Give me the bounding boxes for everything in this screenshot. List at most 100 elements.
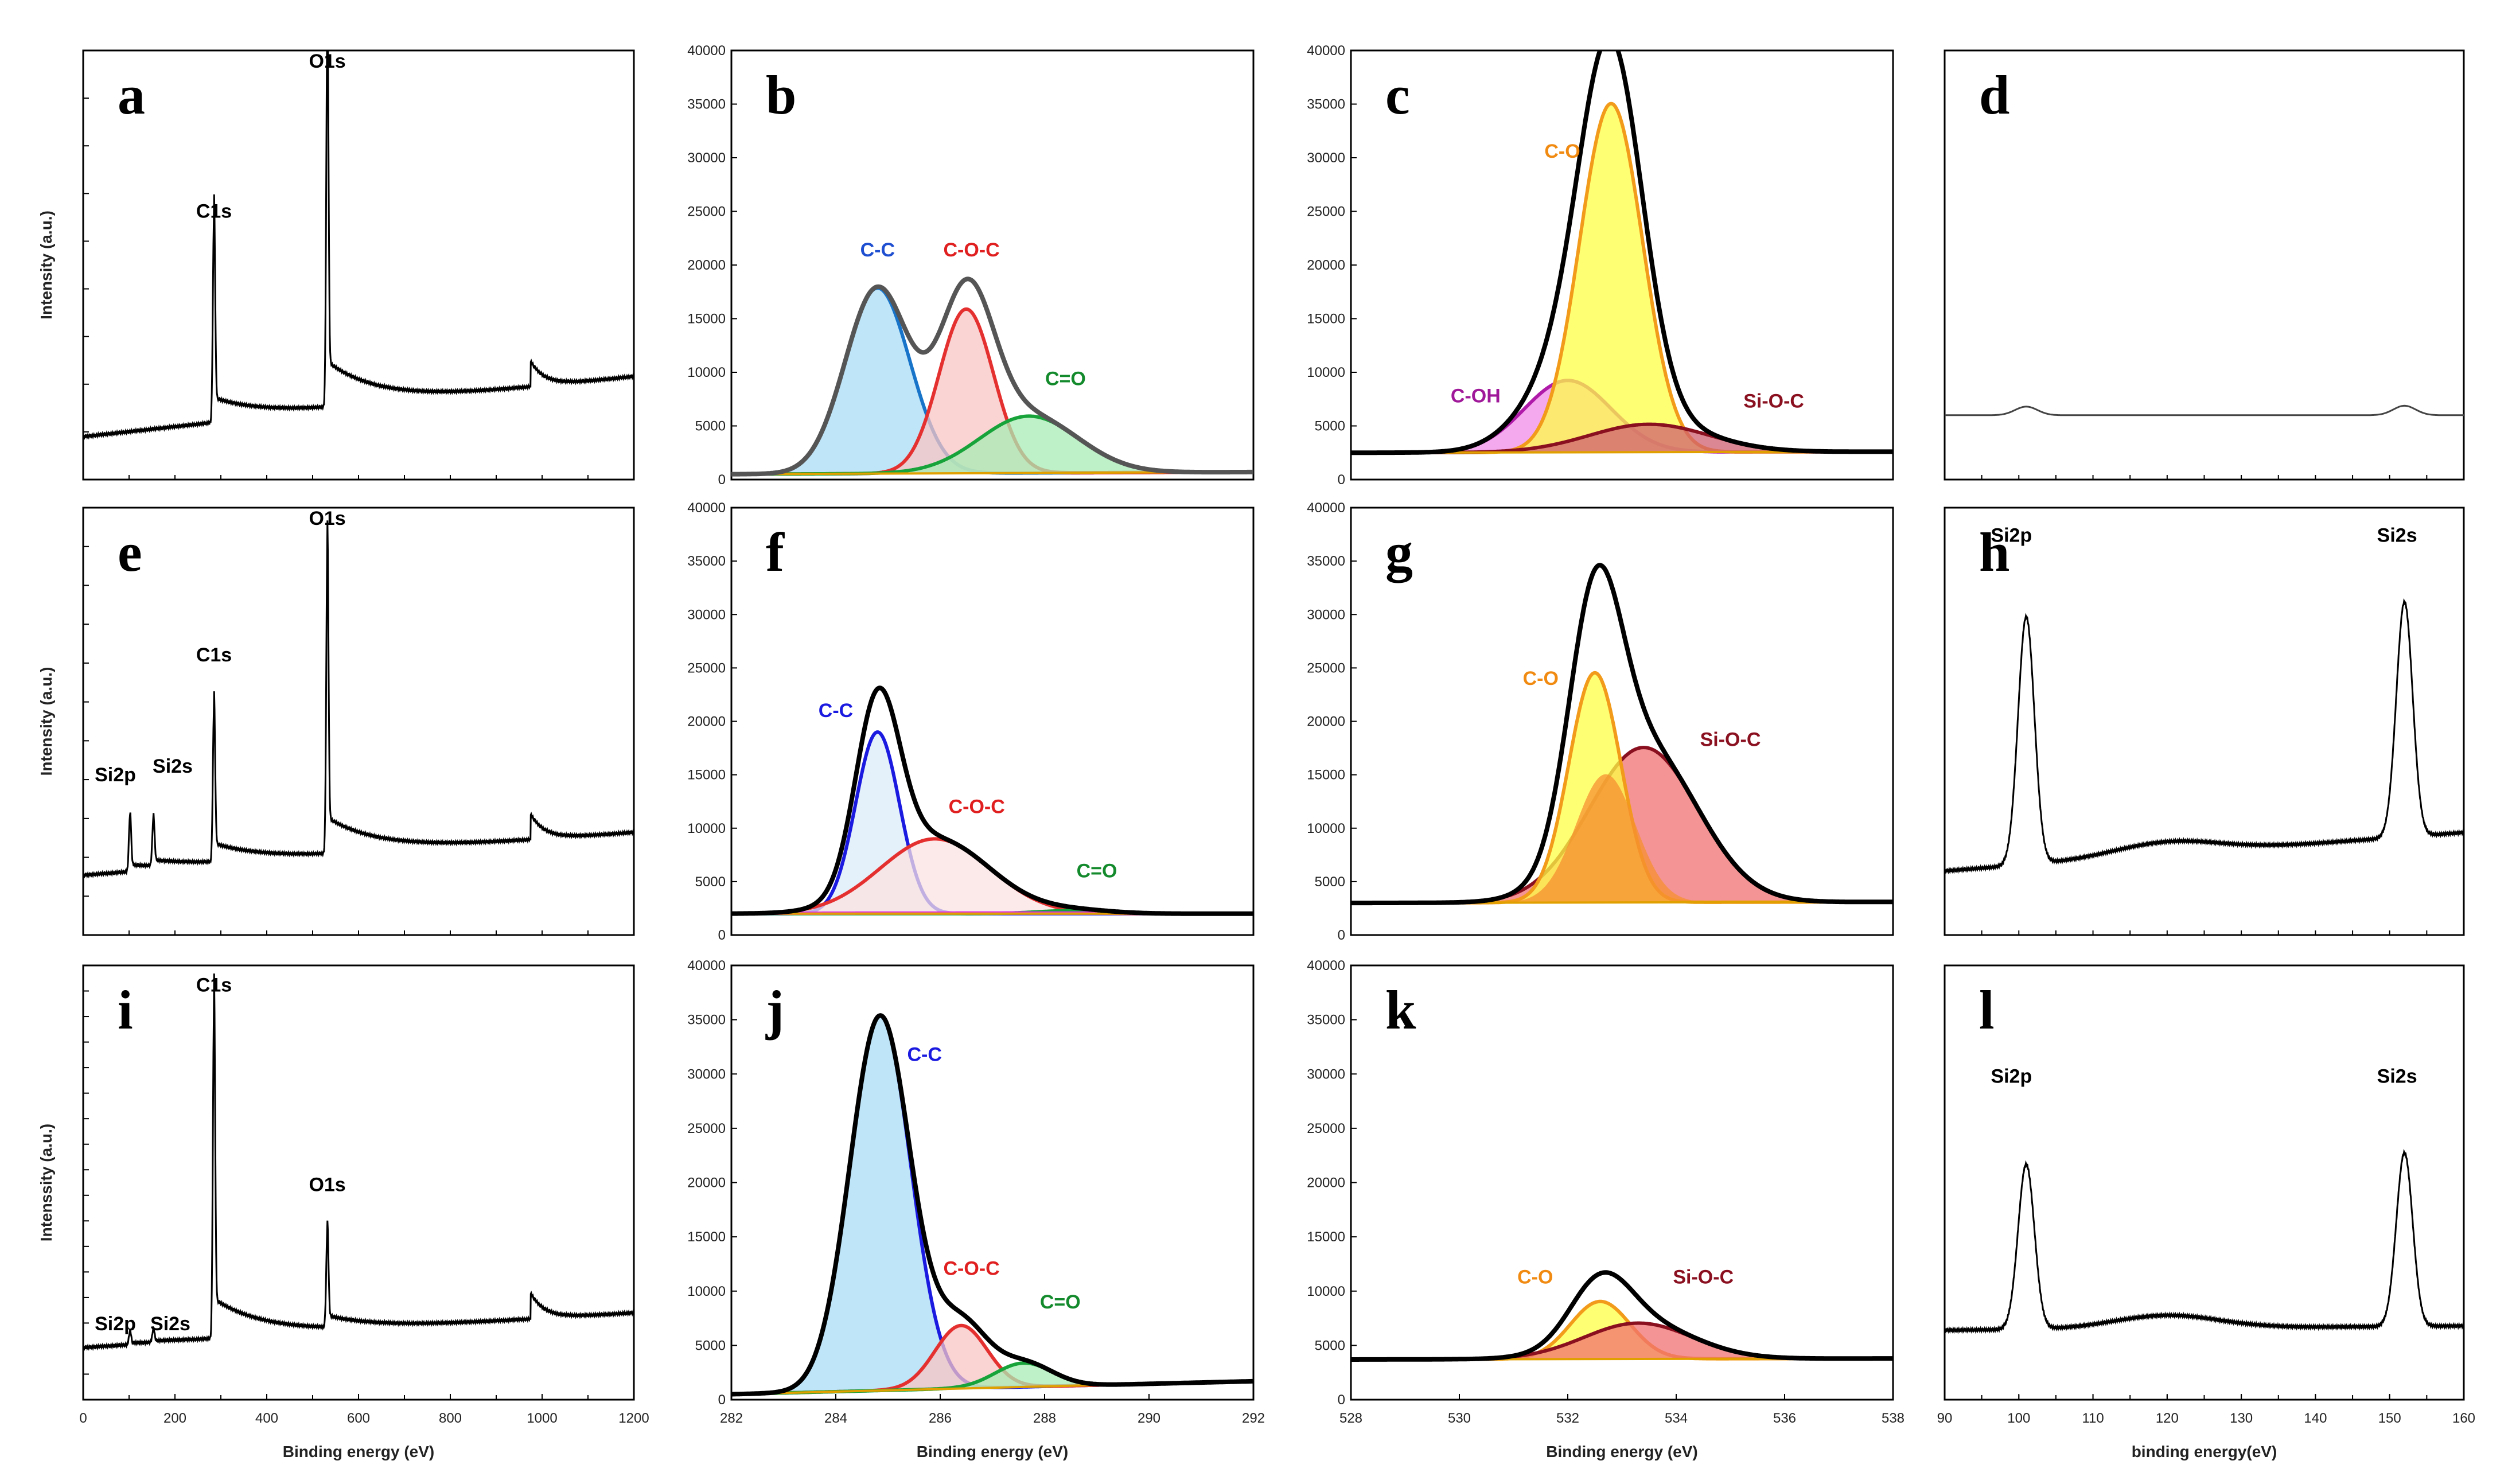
component-fill-Si-O-C [1351, 424, 1893, 453]
y-tick-label: 5000 [1315, 419, 1345, 434]
component-fill-C=O [731, 1363, 1253, 1395]
x-axis-label: binding energy(eV) [2132, 1443, 2277, 1460]
y-tick-label: 10000 [1307, 821, 1345, 836]
y-tick-label: 25000 [687, 1121, 726, 1136]
y-axis-label: Intensity (a.u.) [37, 667, 55, 776]
panel-letter: j [765, 979, 784, 1041]
plot-area [1945, 404, 2464, 416]
x-tick-label: 110 [2082, 1411, 2104, 1426]
y-tick-label: 30000 [687, 1066, 726, 1082]
component-line-C-C [731, 1014, 1253, 1396]
x-tick-label: 286 [929, 1411, 952, 1426]
x-tick-label: 0 [79, 1411, 87, 1426]
component-fill-C-O [1351, 672, 1893, 903]
y-tick-label: 15000 [1307, 311, 1345, 327]
panel-letter: c [1385, 64, 1410, 126]
y-tick-label: 20000 [1307, 258, 1345, 273]
peak-label: C-OH [1451, 385, 1501, 407]
component-fill-C-O-C [731, 309, 1253, 474]
component-fill-C-O [1351, 103, 1893, 453]
peak-label: C-O-C [943, 1257, 999, 1279]
y-tick-label: 20000 [1307, 714, 1345, 730]
x-tick-label: 288 [1033, 1411, 1056, 1426]
x-tick-label: 536 [1773, 1411, 1796, 1426]
x-tick-label: 528 [1339, 1411, 1362, 1426]
panel-h: Si2p Si2s h [1944, 507, 2465, 936]
peak-label: C-C [860, 239, 895, 261]
panel-letter: i [118, 979, 133, 1041]
plot-area [731, 276, 1253, 477]
y-tick-label: 15000 [1307, 768, 1345, 783]
peak-label: Si2p [95, 764, 136, 786]
y-tick-label: 5000 [1315, 1338, 1345, 1353]
plot-area [83, 520, 634, 879]
y-tick-label: 35000 [687, 1012, 726, 1028]
panel-letter: g [1385, 521, 1413, 583]
y-tick-label: 20000 [687, 258, 726, 273]
plot-frame [1944, 507, 2465, 936]
x-axis-label: Binding energy (eV) [917, 1443, 1068, 1460]
y-tick-label: 10000 [687, 365, 726, 380]
peak-label: C1s [196, 201, 232, 223]
y-tick-label: 25000 [1307, 1121, 1345, 1136]
x-tick-label: 290 [1138, 1411, 1160, 1426]
component-fill-C-O-C [731, 839, 1253, 914]
y-tick-label: 30000 [1307, 150, 1345, 166]
x-tick-label: 534 [1665, 1411, 1688, 1426]
peak-label: Si-O-C [1743, 391, 1804, 412]
peak-label: C-C [907, 1044, 941, 1066]
panel-letter: a [118, 64, 145, 126]
y-tick-label: 40000 [687, 500, 726, 516]
y-tick-label: 0 [1338, 928, 1345, 943]
x-tick-label: 600 [347, 1411, 370, 1426]
y-tick-label: 40000 [687, 958, 726, 973]
peak-label: Si2s [2377, 1065, 2417, 1087]
envelope-line [731, 276, 1253, 477]
peak-label: C=O [1045, 368, 1086, 389]
peak-label: Si2s [150, 1313, 190, 1335]
spectrum-line [83, 520, 634, 879]
y-tick-label: 0 [1338, 472, 1345, 488]
panel-k: 0 5000 10000 15000 20000 25000 30000 35000 40000… [1307, 958, 1904, 1460]
x-tick-label: 538 [1882, 1411, 1904, 1426]
peak-label: Si-O-C [1673, 1267, 1734, 1288]
y-tick-label: 30000 [1307, 607, 1345, 622]
peak-label: C-O [1517, 1267, 1553, 1288]
y-tick-label: 25000 [1307, 204, 1345, 220]
y-tick-label: 10000 [1307, 365, 1345, 380]
y-tick-label: 35000 [687, 97, 726, 112]
envelope-line [731, 1013, 1253, 1397]
component-fill-over [1351, 774, 1893, 903]
x-tick-label: 284 [824, 1411, 847, 1426]
y-tick-label: 30000 [687, 150, 726, 166]
panel-b: 0 5000 10000 15000 20000 25000 30000 35000 40000… [687, 43, 1255, 488]
envelope-line [1351, 1270, 1893, 1362]
y-tick-label: 20000 [1307, 1175, 1345, 1191]
plot-area [1351, 1270, 1893, 1362]
x-tick-label: 140 [2304, 1411, 2327, 1426]
spectrum-line [83, 973, 634, 1351]
component-fill-C-C [731, 288, 1253, 474]
x-axis-label: Binding energy (eV) [283, 1443, 434, 1460]
peak-label: C1s [196, 644, 232, 666]
x-tick-label: 282 [720, 1411, 743, 1426]
peak-label: Si2s [2377, 525, 2417, 547]
component-fill-Si-O-C [1351, 1323, 1893, 1360]
peak-label: Si2p [1991, 1065, 2032, 1087]
y-tick-label: 5000 [695, 1338, 726, 1353]
y-tick-label: 20000 [687, 714, 726, 730]
y-tick-label: 5000 [1315, 874, 1345, 890]
y-tick-label: 30000 [1307, 1066, 1345, 1082]
panel-letter: h [1979, 521, 2009, 583]
y-tick-label: 10000 [687, 1284, 726, 1299]
panel-letter: f [766, 521, 785, 583]
plot-area [1351, 563, 1893, 906]
peak-label: C=O [1077, 860, 1117, 882]
y-tick-label: 35000 [1307, 1012, 1345, 1028]
x-axis-label: Binding energy (eV) [1546, 1443, 1697, 1460]
y-tick-label: 25000 [687, 660, 726, 676]
x-tick-label: 1000 [527, 1411, 557, 1426]
panel-letter: l [1979, 979, 1995, 1041]
